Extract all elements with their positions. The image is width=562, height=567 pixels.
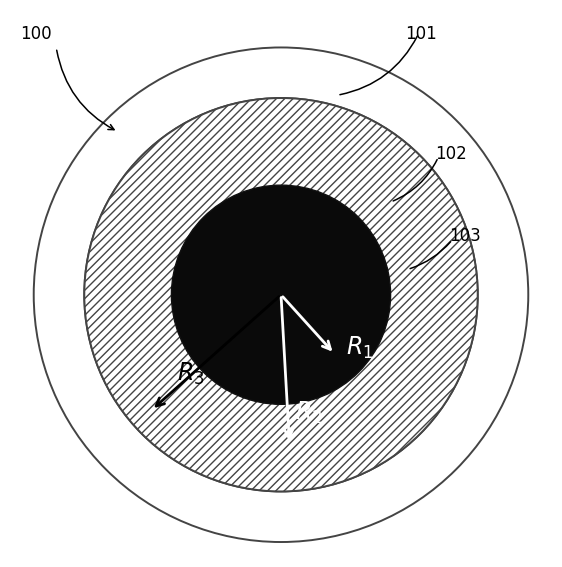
Text: $R_3$: $R_3$ (177, 360, 205, 387)
Text: 100: 100 (20, 25, 51, 43)
Text: 103: 103 (450, 227, 481, 245)
Circle shape (34, 48, 528, 542)
Circle shape (171, 185, 391, 404)
Circle shape (84, 98, 478, 492)
Circle shape (84, 98, 478, 492)
Text: 101: 101 (405, 25, 436, 43)
Text: $R_1$: $R_1$ (346, 335, 373, 361)
Text: 102: 102 (436, 145, 467, 163)
Text: $R_2$: $R_2$ (295, 400, 323, 426)
